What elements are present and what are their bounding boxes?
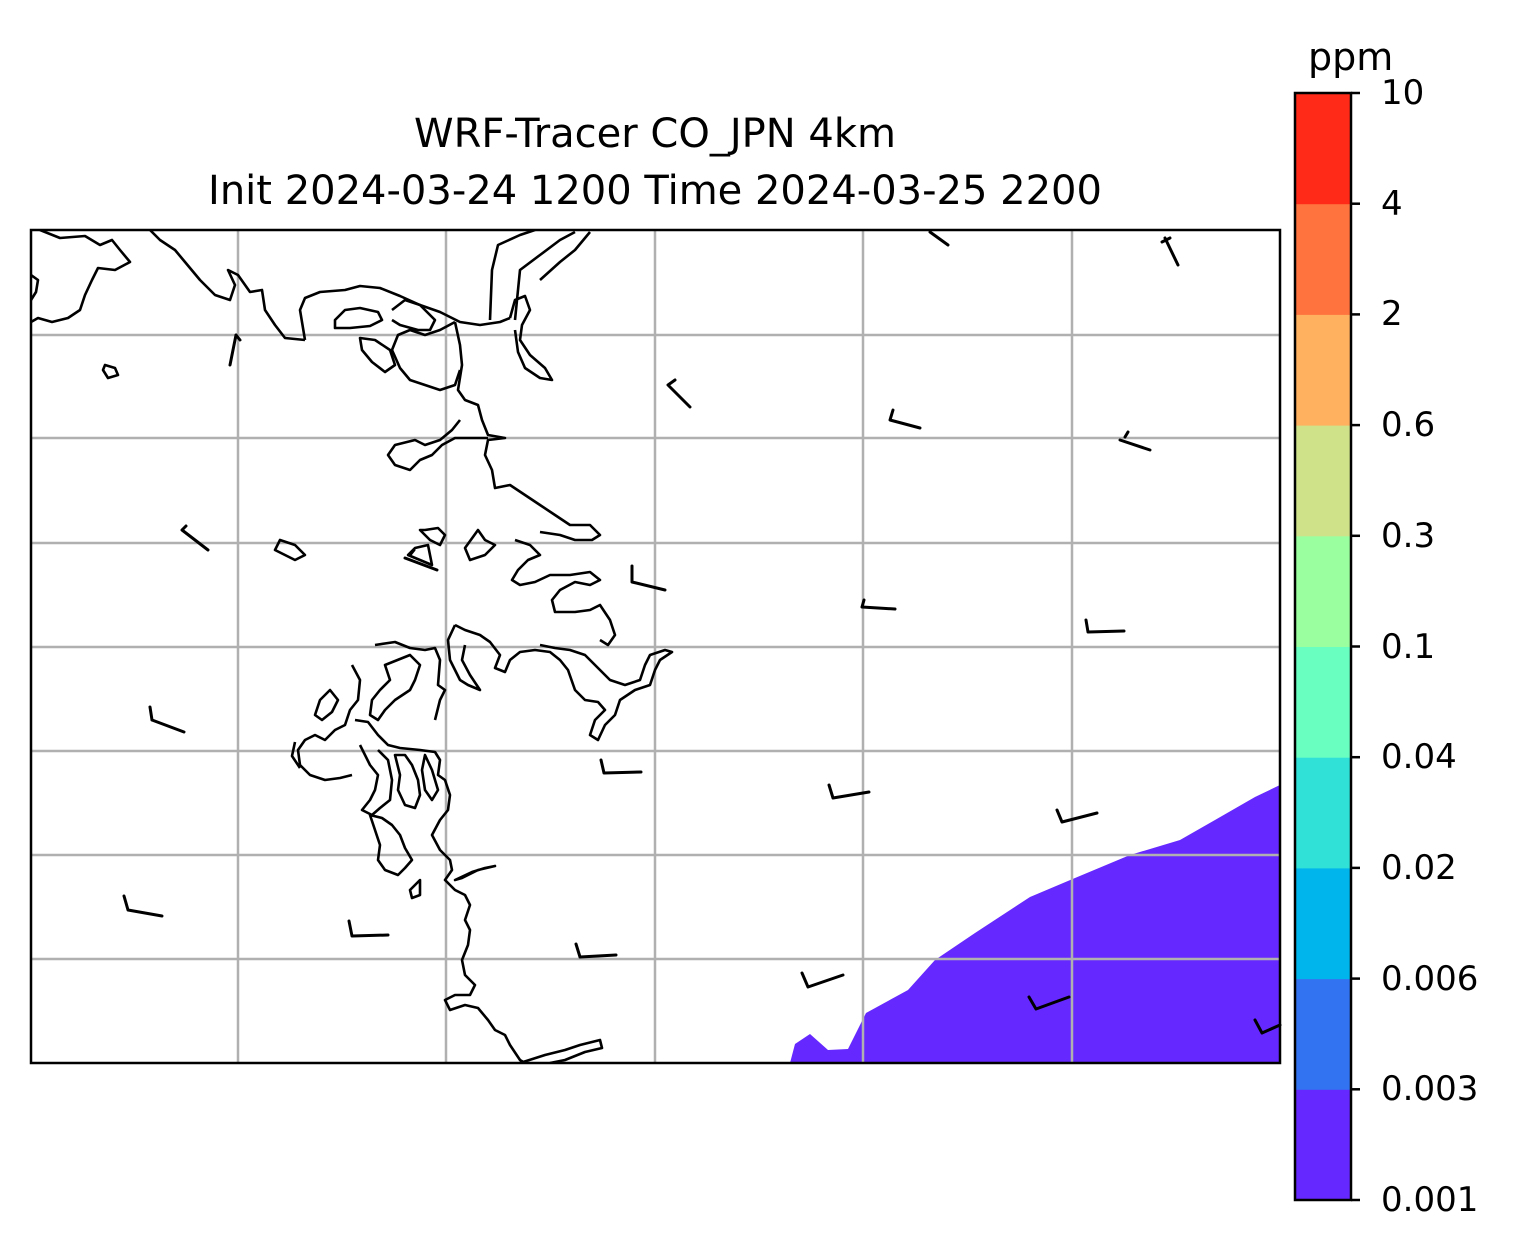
colorbar-tick-label: 0.001 <box>1381 1180 1479 1220</box>
colorbar-unit-label: ppm <box>1308 35 1394 79</box>
colorbar-segment <box>1295 535 1351 647</box>
colorbar-segment <box>1295 757 1351 869</box>
colorbar-segment <box>1295 93 1351 205</box>
colorbar-segment <box>1295 646 1351 758</box>
colorbar-segment <box>1295 978 1351 1090</box>
colorbar-tick-label: 10 <box>1381 73 1425 113</box>
map-title-line1: WRF-Tracer CO_JPN 4km <box>414 111 896 157</box>
map-title-line2: Init 2024-03-24 1200 Time 2024-03-25 220… <box>208 168 1102 214</box>
map-gridlines <box>31 230 1280 1063</box>
wind-barbs <box>122 230 1282 1035</box>
colorbar-segment <box>1295 425 1351 537</box>
colorbar-segment <box>1295 314 1351 426</box>
colorbar-tick-label: 0.006 <box>1381 958 1479 999</box>
colorbar-tick-label: 2 <box>1381 294 1403 335</box>
colorbar-tick-label: 0.3 <box>1381 515 1436 556</box>
colorbar-tick-label: 0.02 <box>1381 847 1457 888</box>
coastlines <box>31 230 674 1063</box>
colorbar-segment <box>1295 867 1351 980</box>
colorbar-tick-label: 0.04 <box>1381 737 1457 778</box>
colorbar-tick-label: 0.1 <box>1381 626 1436 667</box>
colorbar-tick-label: 4 <box>1381 183 1403 224</box>
colorbar <box>1293 91 1360 1202</box>
colorbar-tick-label: 0.6 <box>1381 405 1436 446</box>
colorbar-segment <box>1295 203 1351 315</box>
map-frame <box>29 228 1282 1065</box>
colorbar-segment <box>1295 1089 1351 1201</box>
colorbar-tick-label: 0.003 <box>1381 1069 1479 1110</box>
